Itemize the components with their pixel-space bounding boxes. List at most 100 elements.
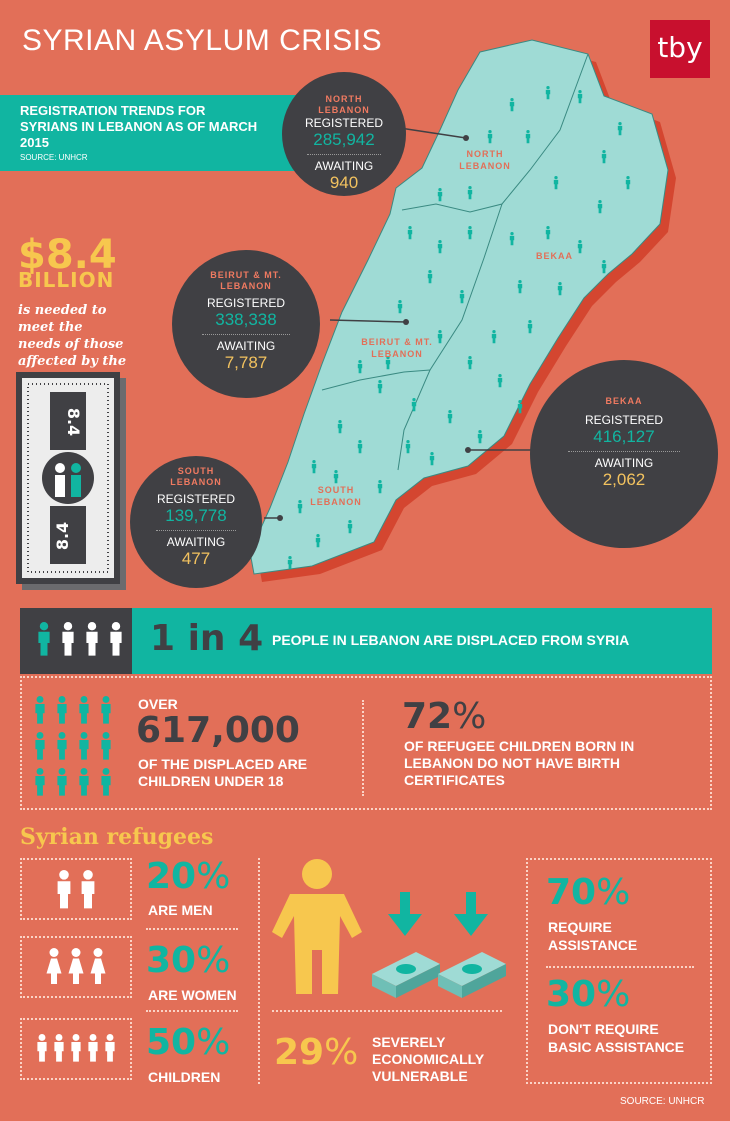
map-label-beirut: BEIRUT & MT. LEBANON xyxy=(361,337,433,359)
person-icon xyxy=(467,186,473,200)
map-shape xyxy=(249,39,669,575)
registered-label: REGISTERED xyxy=(304,116,383,130)
person-icon xyxy=(79,768,89,796)
person-icon xyxy=(527,320,533,334)
person-icon xyxy=(491,330,497,344)
person-icon xyxy=(447,410,453,424)
page-title: SYRIAN ASYLUM CRISIS xyxy=(22,24,383,57)
awaiting-value: 7,787 xyxy=(224,353,268,372)
person-icon xyxy=(397,300,403,314)
awaiting-value: 940 xyxy=(329,173,359,192)
person-icon xyxy=(79,696,89,724)
require-pct: 70% xyxy=(546,872,631,913)
person-icon xyxy=(617,122,623,136)
men-icons xyxy=(57,870,95,909)
person-icon xyxy=(333,470,339,484)
person-icon xyxy=(347,520,353,534)
person-icons xyxy=(38,622,122,656)
ratio-people xyxy=(20,608,132,674)
person-icon xyxy=(517,280,523,294)
person-icon xyxy=(477,430,483,444)
person-icon xyxy=(429,452,435,466)
person-icon xyxy=(46,948,62,984)
awaiting-value: 477 xyxy=(181,549,211,568)
person-icon xyxy=(411,398,417,412)
refugees-title: Syrian refugees xyxy=(20,824,214,850)
arrow-down-icon xyxy=(454,892,488,936)
person-icon xyxy=(79,732,89,760)
person-icon xyxy=(315,534,321,548)
children-icons xyxy=(35,696,111,796)
person-icon xyxy=(101,768,111,796)
kids-icons xyxy=(37,1034,115,1062)
person-icon xyxy=(545,226,551,240)
person-icon xyxy=(35,768,45,796)
person-icon xyxy=(287,556,293,570)
kids-pct: 50% xyxy=(146,1022,231,1063)
person-icon xyxy=(35,696,45,724)
person-icon xyxy=(101,696,111,724)
registered-value: 285,942 xyxy=(313,130,375,149)
intro-title: REGISTRATION TRENDS FOR SYRIANS IN LEBAN… xyxy=(20,103,258,150)
region-name: BEIRUT & MT. LEBANON xyxy=(210,270,282,291)
women-divider xyxy=(146,1010,238,1012)
person-icon xyxy=(509,232,515,246)
children-desc: OF THE DISPLACED ARE CHILDREN UNDER 18 xyxy=(138,756,308,789)
person-icon xyxy=(81,870,95,909)
person-icon xyxy=(105,1034,115,1062)
registered-value: 338,338 xyxy=(215,310,277,329)
south-lebanon-stats: SOUTH LEBANON REGISTERED 139,778 AWAITIN… xyxy=(130,456,262,588)
person-icon xyxy=(62,622,74,656)
person-icon xyxy=(509,98,515,112)
tby-logo: tby xyxy=(650,20,710,78)
person-icon xyxy=(597,200,603,214)
beirut-stats: BEIRUT & MT. LEBANON REGISTERED 338,338 … xyxy=(172,250,320,398)
banknote-icon: 8.4 8.4 xyxy=(16,372,126,590)
person-icon xyxy=(101,732,111,760)
assistance-divider xyxy=(546,966,694,968)
person-icon xyxy=(337,420,343,434)
person-icon xyxy=(71,1034,81,1062)
require-label: REQUIRE ASSISTANCE xyxy=(548,919,638,953)
norequire-label: DON'T REQUIRE BASIC ASSISTANCE xyxy=(548,1021,685,1055)
intro-source: SOURCE: UNHCR xyxy=(20,153,88,162)
north-lebanon-stats: NORTH LEBANON REGISTERED 285,942 AWAITIN… xyxy=(282,72,406,196)
ratio-value: 1 in 4 xyxy=(150,618,264,659)
registered-value: 416,127 xyxy=(593,427,655,446)
person-icon xyxy=(311,460,317,474)
person-icon xyxy=(377,480,383,494)
intro-banner: REGISTRATION TRENDS FOR SYRIANS IN LEBAN… xyxy=(0,95,330,171)
person-icon xyxy=(407,226,413,240)
registered-label: REGISTERED xyxy=(206,296,285,310)
women-box xyxy=(20,936,132,998)
children-divider xyxy=(362,700,364,796)
region-name: BEKAA xyxy=(605,396,643,406)
men-box xyxy=(20,858,132,920)
person-icon xyxy=(35,732,45,760)
lebanon-map xyxy=(249,39,676,582)
person-icon xyxy=(625,176,631,190)
person-icon xyxy=(601,150,607,164)
money-stack-icon xyxy=(372,952,440,998)
person-icon xyxy=(517,400,523,414)
map-people-icons xyxy=(287,86,631,570)
men-label: ARE MEN xyxy=(148,902,213,918)
money-amount: $8.4 xyxy=(18,232,117,278)
col-divider-1 xyxy=(258,858,260,1084)
person-icon xyxy=(57,870,71,909)
bill-value-bottom: 8.4 xyxy=(53,522,72,550)
women-label: ARE WOMEN xyxy=(148,987,237,1003)
births-desc: OF REFUGEE CHILDREN BORN IN LEBANON DO N… xyxy=(404,738,635,788)
vulnerable-label: SEVERELY ECONOMICALLY VULNERABLE xyxy=(372,1034,485,1084)
person-icon xyxy=(37,1034,47,1062)
map-label-north: NORTH LEBANON xyxy=(459,149,511,171)
person-icon xyxy=(86,622,98,656)
person-icon xyxy=(57,768,67,796)
kids-label: CHILDREN xyxy=(148,1069,221,1085)
person-icon xyxy=(57,732,67,760)
person-icon xyxy=(385,356,391,370)
person-icon xyxy=(601,260,607,274)
person-icon xyxy=(459,290,465,304)
person-icon xyxy=(437,188,443,202)
